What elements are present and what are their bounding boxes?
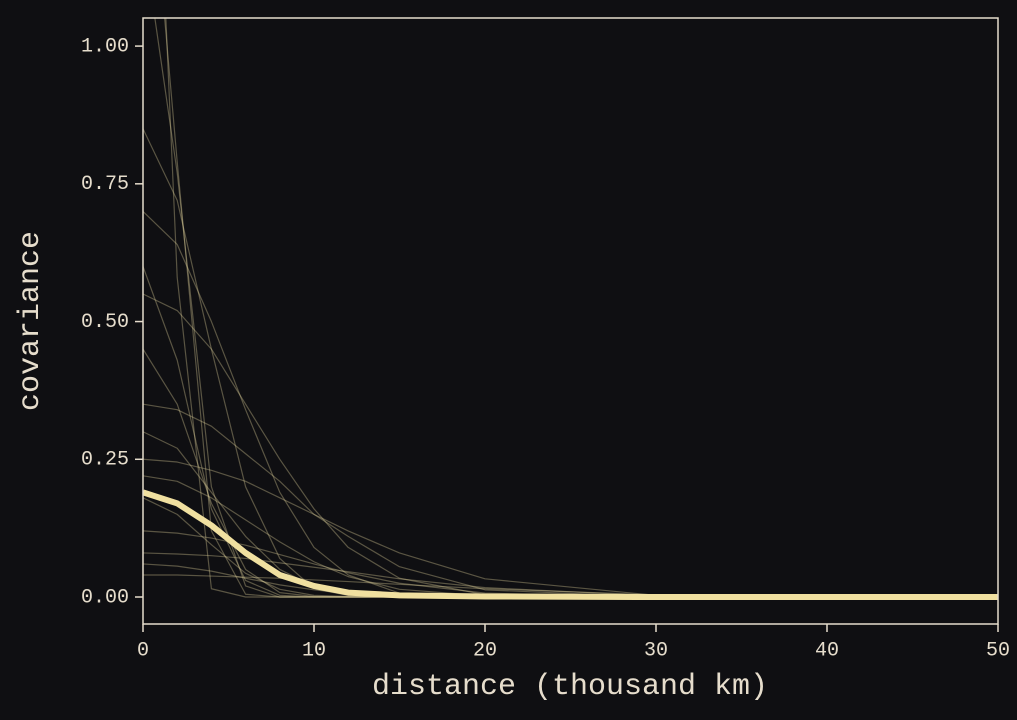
x-axis-label: distance (thousand km) — [372, 670, 768, 704]
y-tick-label: 0.50 — [81, 311, 129, 334]
y-tick-label: 0.75 — [81, 173, 129, 196]
x-tick-label: 20 — [473, 639, 497, 662]
mean-line — [143, 489, 998, 601]
y-tick-label: 1.00 — [81, 35, 129, 58]
y-tick-label: 0.25 — [81, 449, 129, 472]
y-axis-label: covariance — [14, 231, 48, 411]
x-tick-label: 40 — [815, 639, 839, 662]
sample-line — [143, 458, 998, 598]
sample-line — [143, 552, 998, 598]
sample-line — [143, 574, 998, 598]
x-tick-label: 0 — [137, 639, 149, 662]
y-tick-label: 0.00 — [81, 586, 129, 609]
sample-line — [143, 403, 998, 598]
x-tick-label: 10 — [302, 639, 326, 662]
x-tick-label: 30 — [644, 639, 668, 662]
x-tick-label: 50 — [986, 639, 1010, 662]
plot-area — [143, 18, 998, 601]
